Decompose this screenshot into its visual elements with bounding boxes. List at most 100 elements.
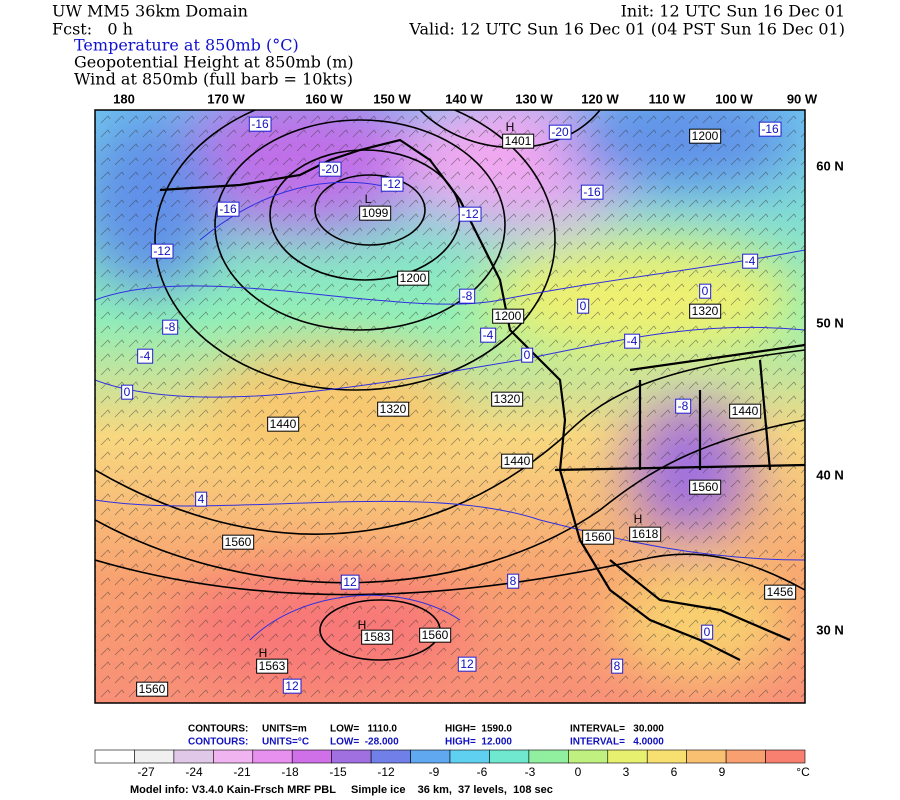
contour-label-text: 1320 — [380, 402, 407, 416]
contour-label-text: -16 — [219, 202, 237, 216]
contour-label: 1200 — [397, 270, 430, 286]
label-box — [480, 327, 497, 343]
contour-info: HIGH= 12.000 — [445, 737, 512, 748]
label-box — [459, 288, 476, 304]
temperature-contours — [95, 181, 805, 641]
contour-label: 1440 — [729, 403, 762, 419]
label-box — [361, 629, 394, 645]
contour-label: -8 — [675, 398, 692, 414]
longitude-label: 90 W — [787, 91, 818, 106]
contour-label-text: 1320 — [494, 392, 521, 406]
label-box — [580, 184, 604, 200]
colorbar-box — [765, 749, 806, 764]
contour-label-text: 1560 — [692, 480, 719, 494]
latitude-label: 60 N — [816, 158, 843, 173]
domain-title: UW MM5 36km Domain — [52, 2, 248, 21]
contour-label-text: H — [634, 512, 643, 526]
contour-label: -4 — [624, 333, 641, 349]
colorbar-box — [725, 749, 766, 764]
contour-label: 0 — [699, 283, 712, 299]
contour-label: -20 — [548, 124, 572, 140]
contour-label: -4 — [742, 253, 759, 269]
contour-label-text: 1200 — [495, 309, 522, 323]
contour-label: 1560 — [689, 479, 722, 495]
label-box — [340, 574, 360, 590]
contour-label: 0 — [521, 347, 534, 363]
contour-label-text: 4 — [198, 492, 205, 506]
contour-label-text: -20 — [551, 125, 569, 139]
contour-info: CONTOURS: — [188, 724, 248, 735]
contour-label: 1563 — [256, 658, 289, 674]
contour-label: H — [634, 512, 643, 526]
contour-label: 4 — [195, 491, 208, 507]
contour-info: HIGH= 1590.0 — [445, 724, 512, 735]
contour-label-text: 8 — [510, 574, 517, 588]
label-box — [458, 206, 482, 222]
contour-label: 1618 — [629, 526, 662, 542]
contour-label: -4 — [480, 327, 497, 343]
label-box — [419, 627, 452, 643]
footer: CONTOURS: UNITS=m LOW= 1110.0 HIGH= 1590.0 I… — [188, 724, 664, 748]
label-box — [689, 303, 722, 319]
contour-label-text: 0 — [580, 299, 587, 313]
field-height: Geopotential Height at 850mb (m) — [74, 53, 354, 72]
contour-label: 12 — [457, 656, 477, 672]
contour-label: -4 — [137, 348, 154, 364]
contour-label: -12 — [150, 243, 174, 259]
label-box — [222, 534, 255, 550]
contour-label: -12 — [458, 206, 482, 222]
label-box — [521, 347, 534, 363]
label-box — [577, 298, 590, 314]
contour-label-text: -4 — [745, 254, 756, 268]
contour-label-text: 1456 — [767, 585, 794, 599]
longitude-label: 150 W — [373, 91, 411, 106]
longitude-label: 180 — [113, 91, 135, 106]
colorbar-box — [213, 749, 254, 764]
contour-label: -16 — [248, 116, 272, 132]
colorbar-box — [489, 749, 530, 764]
longitude-label: 130 W — [515, 91, 553, 106]
contour-label-text: H — [506, 120, 515, 134]
label-box — [629, 526, 662, 542]
contour-label-text: 0 — [124, 385, 131, 399]
contour-label: 8 — [611, 658, 624, 674]
contour-label-text: -16 — [583, 185, 601, 199]
colorbar-tick-label: -12 — [377, 765, 395, 779]
contour-label: 1456 — [764, 584, 797, 600]
label-box — [492, 308, 525, 324]
contour-label: 1440 — [501, 453, 534, 469]
contour-label-text: 1440 — [504, 454, 531, 468]
label-box — [359, 205, 392, 221]
label-box — [256, 658, 289, 674]
longitude-label: 170 W — [207, 91, 245, 106]
latitude-label: 30 N — [816, 622, 843, 637]
label-box — [136, 681, 169, 697]
contour-label: -20 — [318, 161, 342, 177]
label-box — [701, 624, 714, 640]
contour-label-text: -4 — [627, 334, 638, 348]
contour-label-text: 0 — [704, 625, 711, 639]
colorbar-tick-label: -24 — [185, 765, 203, 779]
contour-info: UNITS=°C — [262, 737, 309, 748]
label-box — [162, 319, 179, 335]
contour-label-text: 1440 — [732, 404, 759, 418]
colorbar-tick-label: 6 — [671, 765, 678, 779]
contour-label: 1200 — [689, 128, 722, 144]
contour-label-text: 1563 — [259, 659, 286, 673]
label-box — [689, 128, 722, 144]
colorbar-tick-label: 0 — [575, 765, 582, 779]
contour-label-text: -8 — [678, 399, 689, 413]
label-box — [611, 658, 624, 674]
contour-label: 1320 — [491, 391, 524, 407]
model-info: Model info: V3.4.0 Kain-Frsch MRF PBL Si… — [130, 784, 553, 796]
map-field — [95, 110, 805, 703]
contour-label: 0 — [701, 624, 714, 640]
colorbar-box — [528, 749, 569, 764]
contour-label: 1560 — [582, 529, 615, 545]
label-box — [397, 270, 430, 286]
label-box — [675, 398, 692, 414]
colorbar-box — [607, 749, 648, 764]
contour-label-text: -8 — [462, 289, 473, 303]
height-contours — [95, 110, 805, 661]
contour-label: H — [506, 120, 515, 134]
